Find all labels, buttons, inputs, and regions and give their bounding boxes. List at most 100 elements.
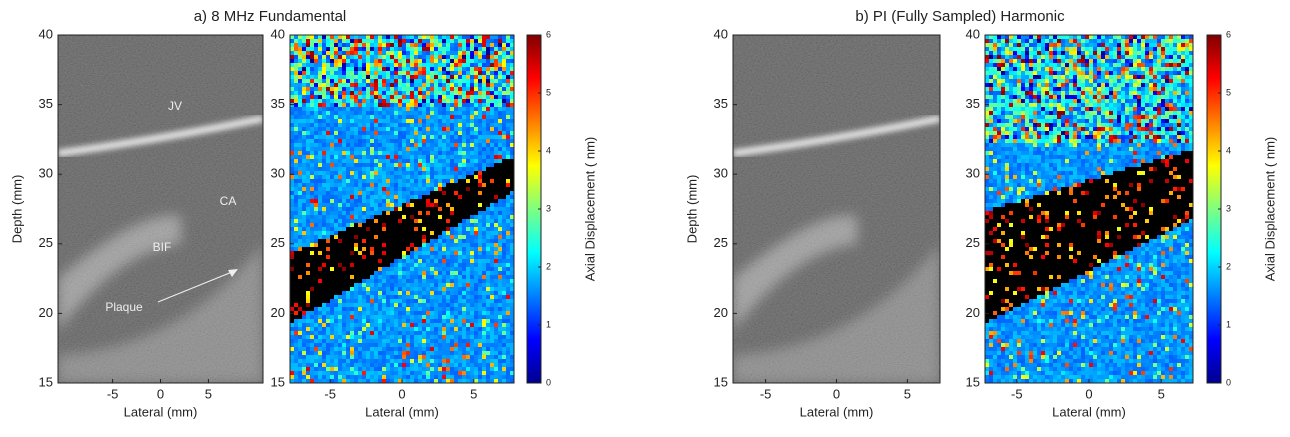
pixel bbox=[422, 83, 426, 87]
pixel bbox=[478, 43, 482, 47]
pixel bbox=[442, 347, 446, 351]
pixel bbox=[498, 39, 502, 43]
pixel bbox=[406, 231, 410, 235]
pixel bbox=[462, 339, 466, 343]
pixel bbox=[490, 363, 494, 367]
pixel bbox=[394, 359, 398, 363]
pixel bbox=[462, 131, 466, 135]
pixel bbox=[346, 135, 350, 139]
pixel bbox=[374, 47, 378, 51]
pixel bbox=[318, 79, 322, 83]
pixel bbox=[486, 375, 490, 379]
pixel bbox=[294, 207, 298, 211]
pixel bbox=[334, 155, 338, 159]
pixel bbox=[354, 243, 358, 247]
pixel bbox=[470, 171, 474, 175]
pixel bbox=[334, 83, 338, 87]
pixel bbox=[410, 167, 414, 171]
pixel bbox=[446, 39, 450, 43]
pixel bbox=[378, 115, 382, 119]
pixel bbox=[362, 171, 366, 175]
pixel bbox=[490, 279, 494, 283]
pixel bbox=[382, 175, 386, 179]
pixel bbox=[474, 223, 478, 227]
pixel bbox=[330, 295, 334, 299]
pixel bbox=[294, 359, 298, 363]
pixel bbox=[358, 279, 362, 283]
pixel bbox=[438, 147, 442, 151]
pixel bbox=[422, 55, 426, 59]
pixel bbox=[342, 279, 346, 283]
pixel bbox=[334, 207, 338, 211]
pixel bbox=[298, 323, 302, 327]
pixel bbox=[342, 123, 346, 127]
pixel bbox=[310, 299, 314, 303]
pixel bbox=[438, 123, 442, 127]
pixel bbox=[450, 83, 454, 87]
pixel bbox=[334, 291, 338, 295]
pixel bbox=[410, 175, 414, 179]
pixel bbox=[378, 143, 382, 147]
pixel bbox=[510, 163, 514, 167]
pixel bbox=[430, 303, 434, 307]
pixel bbox=[298, 343, 302, 347]
pixel bbox=[382, 367, 386, 371]
pixel bbox=[290, 251, 294, 255]
pixel bbox=[482, 311, 486, 315]
pixel bbox=[434, 151, 438, 155]
pixel bbox=[402, 275, 406, 279]
pixel bbox=[450, 159, 454, 163]
x-axis-label: Lateral (mm) bbox=[365, 404, 439, 419]
pixel bbox=[438, 63, 442, 67]
pixel bbox=[434, 323, 438, 327]
pixel bbox=[502, 107, 506, 111]
pixel bbox=[426, 339, 430, 343]
pixel bbox=[398, 183, 402, 187]
pixel bbox=[294, 119, 298, 123]
pixel bbox=[334, 275, 338, 279]
pixel bbox=[378, 79, 382, 83]
pixel bbox=[458, 375, 462, 379]
pixel bbox=[398, 299, 402, 303]
pixel bbox=[322, 159, 326, 163]
pixel bbox=[438, 291, 442, 295]
pixel bbox=[402, 311, 406, 315]
pixel bbox=[470, 259, 474, 263]
pixel bbox=[298, 123, 302, 127]
pixel bbox=[326, 35, 330, 39]
pixel bbox=[506, 299, 510, 303]
pixel bbox=[442, 359, 446, 363]
pixel bbox=[466, 319, 470, 323]
pixel bbox=[390, 187, 394, 191]
pixel bbox=[438, 239, 442, 243]
pixel bbox=[346, 191, 350, 195]
pixel bbox=[350, 371, 354, 375]
pixel bbox=[378, 167, 382, 171]
pixel bbox=[494, 123, 498, 127]
pixel bbox=[446, 35, 450, 39]
pixel bbox=[502, 247, 506, 251]
pixel bbox=[386, 83, 390, 87]
pixel bbox=[510, 375, 514, 379]
pixel bbox=[374, 243, 378, 247]
pixel bbox=[326, 207, 330, 211]
pixel bbox=[466, 323, 470, 327]
pixel bbox=[474, 267, 478, 271]
pixel bbox=[422, 211, 426, 215]
pixel bbox=[342, 307, 346, 311]
pixel bbox=[434, 63, 438, 67]
y-tick-label: 15 bbox=[714, 374, 728, 389]
pixel bbox=[989, 35, 993, 39]
pixel bbox=[434, 111, 438, 115]
pixel bbox=[322, 191, 326, 195]
pixel bbox=[470, 351, 474, 355]
pixel bbox=[462, 99, 466, 103]
pixel bbox=[450, 111, 454, 115]
pixel bbox=[398, 55, 402, 59]
pixel bbox=[318, 291, 322, 295]
pixel bbox=[502, 267, 506, 271]
pixel bbox=[370, 223, 374, 227]
pixel bbox=[1017, 35, 1021, 39]
pixel bbox=[370, 271, 374, 275]
pixel bbox=[314, 367, 318, 371]
